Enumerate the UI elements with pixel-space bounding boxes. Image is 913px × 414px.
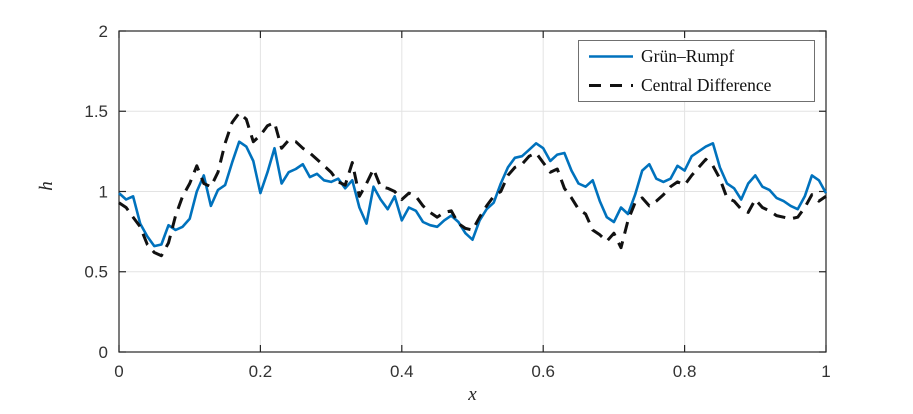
series-line-grun-rumpf <box>118 140 828 248</box>
x-axis-tick-labels: 0 0.2 0.4 0.6 0.8 1 <box>114 362 830 381</box>
x-axis-label: x <box>468 384 477 405</box>
tick-marks <box>118 30 827 353</box>
y-tick-label: 1 <box>99 182 108 201</box>
y-tick-label: 0 <box>99 343 108 362</box>
x-tick-label: 0.6 <box>531 362 555 381</box>
legend-solid-line-sample <box>589 55 633 58</box>
y-axis-label: h <box>36 181 57 191</box>
x-tick-label: 0.2 <box>249 362 273 381</box>
y-tick-label: 2 <box>99 22 108 41</box>
y-tick-label: 0.5 <box>84 263 108 282</box>
legend-dashed-line-sample <box>589 84 633 87</box>
legend-entry-grun-rumpf: Grün–Rumpf <box>588 42 814 71</box>
legend-label: Central Difference <box>641 75 772 95</box>
y-tick-label: 1.5 <box>84 102 108 121</box>
x-tick-label: 0.4 <box>390 362 414 381</box>
x-tick-label: 0 <box>114 362 123 381</box>
x-tick-label: 1 <box>821 362 830 381</box>
series-line-central-difference <box>118 111 827 258</box>
legend: Grün–Rumpf Central Difference <box>578 40 815 102</box>
legend-entry-central-difference: Central Difference <box>588 71 814 100</box>
x-tick-label: 0.8 <box>673 362 697 381</box>
y-axis-tick-labels: 0 0.5 1 1.5 2 <box>84 22 108 362</box>
legend-label: Grün–Rumpf <box>641 46 735 66</box>
